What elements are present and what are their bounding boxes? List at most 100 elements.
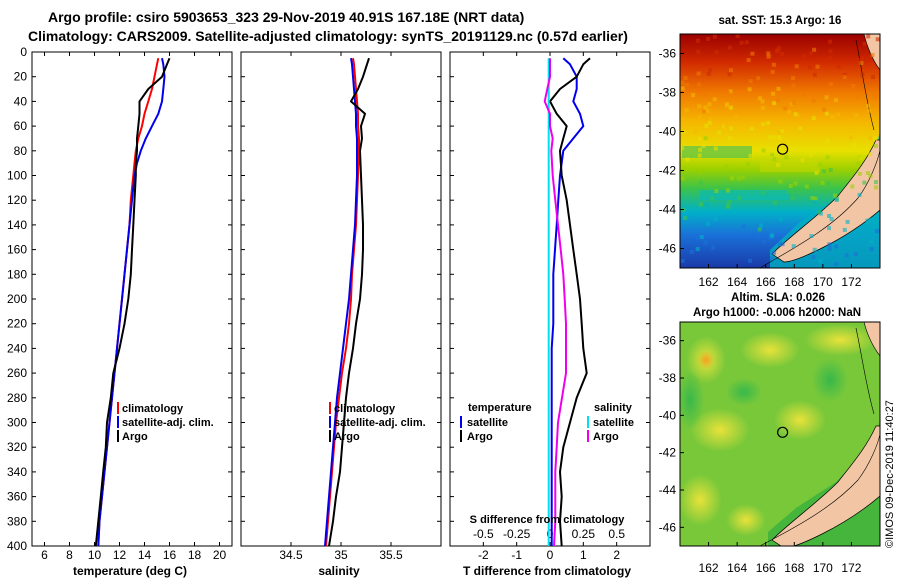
sst-pixel: [836, 64, 841, 69]
sst-pixel: [827, 39, 832, 44]
s-diff-tick-label: 0: [547, 527, 554, 541]
sst-pixel: [860, 72, 865, 77]
sst-pixel: [740, 89, 745, 94]
sst-pixel: [828, 168, 833, 172]
sst-pixel: [749, 185, 754, 190]
temperature-axis-label: temperature (deg C): [73, 564, 187, 578]
sst-pixel: [854, 113, 859, 118]
sst-pixel: [814, 170, 819, 175]
map-x-tick-label: 164: [727, 561, 747, 575]
sst-pixel: [768, 135, 773, 139]
legend-label-t-satellite: satellite: [467, 417, 508, 429]
sst-pixel: [769, 256, 774, 261]
sst-pixel: [866, 103, 871, 108]
sst-pixel: [828, 56, 833, 60]
sst-pixel: [705, 108, 710, 113]
sst-pixel: [696, 82, 701, 87]
sst-pixel: [857, 192, 862, 197]
depth-tick-label: 40: [14, 94, 28, 108]
sst-pixel: [812, 47, 817, 52]
map-y-tick-label: -36: [659, 334, 677, 348]
series-line-argo: [94, 57, 171, 547]
sst-pixel: [822, 107, 827, 112]
legend-label-climatology: climatology: [122, 403, 184, 415]
sst-pixel: [777, 242, 782, 247]
sst-pixel: [726, 90, 730, 95]
sst-pixel: [862, 41, 867, 46]
sst-pixel: [818, 259, 823, 264]
sst-pixel: [869, 247, 874, 252]
sst-pixel: [817, 162, 822, 167]
sst-pixel: [697, 136, 702, 141]
sst-pixel: [791, 76, 795, 81]
sst-pixel: [812, 247, 817, 252]
sst-pixel: [772, 250, 777, 255]
sst-pixel: [810, 196, 815, 200]
depth-tick-label: 140: [7, 218, 27, 232]
depth-tick-label: 20: [14, 70, 28, 84]
sst-pixel: [791, 83, 796, 88]
sst-pixel: [730, 176, 735, 181]
sst-pixel: [771, 91, 776, 96]
sst-pixel: [818, 211, 823, 216]
sst-pixel: [698, 180, 703, 185]
sst-pixel: [866, 34, 871, 39]
sst-pixel: [747, 87, 752, 92]
s-difference-axis-label: S difference from climatology: [470, 514, 626, 526]
sst-pixel: [704, 201, 709, 206]
sst-pixel: [774, 49, 779, 54]
sst-pixel: [811, 98, 816, 103]
sst-pixel: [853, 252, 858, 256]
sst-pixel: [859, 61, 864, 65]
sst-pixel: [856, 161, 861, 166]
sst-pixel: [680, 176, 685, 181]
series-line-t-argo: [549, 57, 591, 547]
map-x-tick-label: 164: [727, 275, 747, 289]
sst-map-field: [680, 34, 880, 268]
sst-pixel: [772, 135, 776, 140]
depth-tick-label: 300: [7, 416, 27, 430]
sst-pixel: [685, 157, 690, 162]
sst-pixel: [748, 258, 752, 263]
sla-map-title-1: Altim. SLA: 0.026: [731, 292, 825, 304]
x-tick-label: 35: [334, 548, 348, 562]
sst-pixel: [695, 247, 700, 251]
sst-pixel: [739, 40, 744, 45]
sst-pixel: [832, 193, 837, 198]
sst-pixel: [699, 235, 704, 239]
sst-pixel: [866, 171, 870, 175]
sst-pixel: [710, 196, 715, 201]
x-tick-label: 1: [580, 548, 587, 562]
sst-pixel: [824, 95, 829, 100]
sst-pixel: [713, 217, 718, 222]
sst-pixel: [802, 92, 806, 97]
sst-pixel: [689, 250, 694, 254]
x-tick-label: 2: [613, 548, 620, 562]
map-x-tick-label: 166: [756, 561, 776, 575]
map-x-tick-label: 172: [841, 275, 861, 289]
sst-pixel: [829, 82, 833, 86]
legend-label-climatology: climatology: [334, 403, 396, 415]
sst-pixel: [772, 101, 777, 106]
sst-pixel: [766, 51, 771, 56]
map-y-tick-label: -44: [659, 203, 677, 217]
temperature-panel: [31, 51, 233, 547]
sst-pixel: [802, 53, 807, 58]
sst-pixel: [698, 147, 703, 152]
depth-tick-label: 0: [20, 45, 27, 59]
sst-pixel: [811, 116, 816, 121]
sst-pixel: [681, 116, 686, 121]
sst-pixel: [727, 135, 732, 140]
map-x-tick-label: 170: [813, 561, 833, 575]
sst-pixel: [825, 138, 830, 143]
t-difference-legend: temperature satellite Argo: [460, 402, 532, 443]
sst-pixel: [834, 244, 839, 249]
title-line-2: Climatology: CARS2009. Satellite-adjuste…: [28, 28, 628, 44]
sst-pixel: [737, 196, 742, 200]
sst-pixel: [809, 147, 814, 151]
sst-pixel: [728, 62, 733, 67]
depth-tick-label: 340: [7, 465, 27, 479]
sst-pixel: [787, 110, 792, 114]
x-tick-label: -2: [478, 548, 489, 562]
difference-series: [543, 57, 591, 547]
